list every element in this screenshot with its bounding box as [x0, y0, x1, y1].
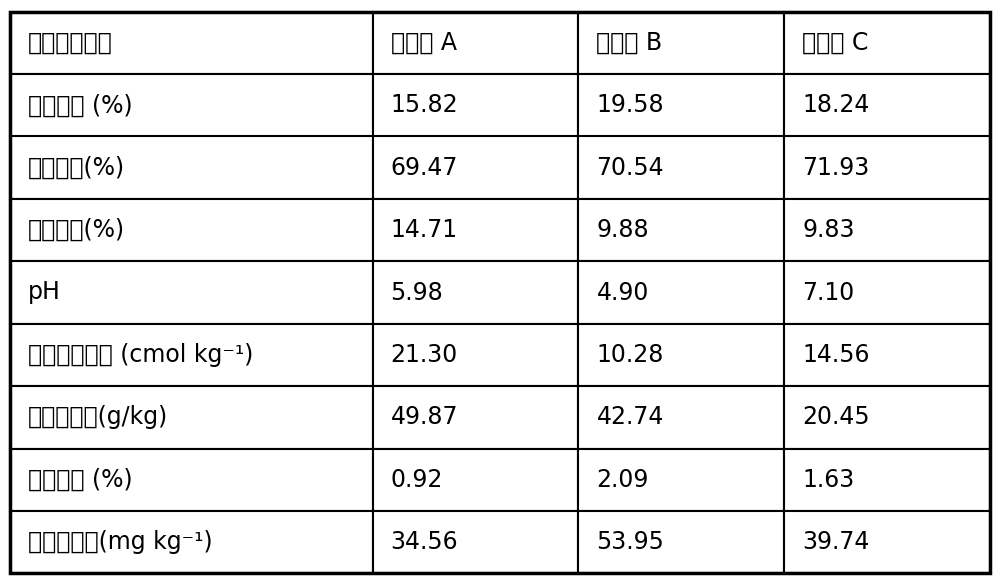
Text: 试验点 A: 试验点 A: [391, 31, 457, 55]
Bar: [578, 324, 784, 386]
Bar: [373, 511, 578, 573]
Bar: [10, 386, 373, 449]
Bar: [578, 511, 784, 573]
Bar: [10, 511, 373, 573]
Text: 土壤理化指标: 土壤理化指标: [28, 31, 113, 55]
Bar: [373, 386, 578, 449]
Bar: [373, 74, 578, 136]
Bar: [578, 199, 784, 261]
Text: 71.93: 71.93: [802, 156, 869, 180]
Text: 阳离子交换量 (cmol kg⁻¹): 阳离子交换量 (cmol kg⁻¹): [28, 343, 253, 367]
Text: 4.90: 4.90: [596, 280, 649, 305]
Bar: [784, 74, 990, 136]
Bar: [10, 261, 373, 324]
Bar: [578, 261, 784, 324]
Text: 砂粒含量(%): 砂粒含量(%): [28, 218, 125, 242]
Text: 19.58: 19.58: [596, 93, 664, 118]
Bar: [784, 386, 990, 449]
Bar: [373, 199, 578, 261]
Bar: [578, 136, 784, 199]
Text: 34.56: 34.56: [391, 530, 458, 554]
Bar: [10, 199, 373, 261]
Bar: [578, 74, 784, 136]
Text: 9.88: 9.88: [596, 218, 649, 242]
Text: 20.45: 20.45: [802, 405, 870, 429]
Bar: [10, 74, 373, 136]
Bar: [784, 511, 990, 573]
Text: pH: pH: [28, 280, 61, 305]
Bar: [784, 12, 990, 74]
Text: 粉粒含量(%): 粉粒含量(%): [28, 156, 125, 180]
Bar: [10, 12, 373, 74]
Text: 49.87: 49.87: [391, 405, 458, 429]
Text: 试验点 B: 试验点 B: [596, 31, 663, 55]
Text: 黏粒含量 (%): 黏粒含量 (%): [28, 93, 133, 118]
Text: 7.10: 7.10: [802, 280, 854, 305]
Text: 有机碳含量(g/kg): 有机碳含量(g/kg): [28, 405, 168, 429]
Text: 14.71: 14.71: [391, 218, 458, 242]
Text: 1.63: 1.63: [802, 467, 854, 492]
Text: 总氮含量 (%): 总氮含量 (%): [28, 467, 133, 492]
Bar: [10, 324, 373, 386]
Bar: [10, 136, 373, 199]
Text: 10.28: 10.28: [596, 343, 664, 367]
Text: 有效磷含量(mg kg⁻¹): 有效磷含量(mg kg⁻¹): [28, 530, 213, 554]
Text: 69.47: 69.47: [391, 156, 458, 180]
Text: 18.24: 18.24: [802, 93, 870, 118]
Bar: [784, 261, 990, 324]
Bar: [784, 324, 990, 386]
Text: 2.09: 2.09: [596, 467, 649, 492]
Bar: [373, 12, 578, 74]
Text: 21.30: 21.30: [391, 343, 458, 367]
Bar: [578, 449, 784, 511]
Text: 53.95: 53.95: [596, 530, 664, 554]
Text: 5.98: 5.98: [391, 280, 443, 305]
Text: 9.83: 9.83: [802, 218, 855, 242]
Bar: [578, 12, 784, 74]
Text: 42.74: 42.74: [596, 405, 664, 429]
Text: 15.82: 15.82: [391, 93, 458, 118]
Bar: [10, 449, 373, 511]
Bar: [784, 449, 990, 511]
Bar: [373, 136, 578, 199]
Text: 0.92: 0.92: [391, 467, 443, 492]
Bar: [373, 261, 578, 324]
Text: 70.54: 70.54: [596, 156, 664, 180]
Text: 39.74: 39.74: [802, 530, 870, 554]
Bar: [784, 136, 990, 199]
Bar: [373, 324, 578, 386]
Bar: [578, 386, 784, 449]
Text: 试验点 C: 试验点 C: [802, 31, 869, 55]
Text: 14.56: 14.56: [802, 343, 870, 367]
Bar: [373, 449, 578, 511]
Bar: [784, 199, 990, 261]
